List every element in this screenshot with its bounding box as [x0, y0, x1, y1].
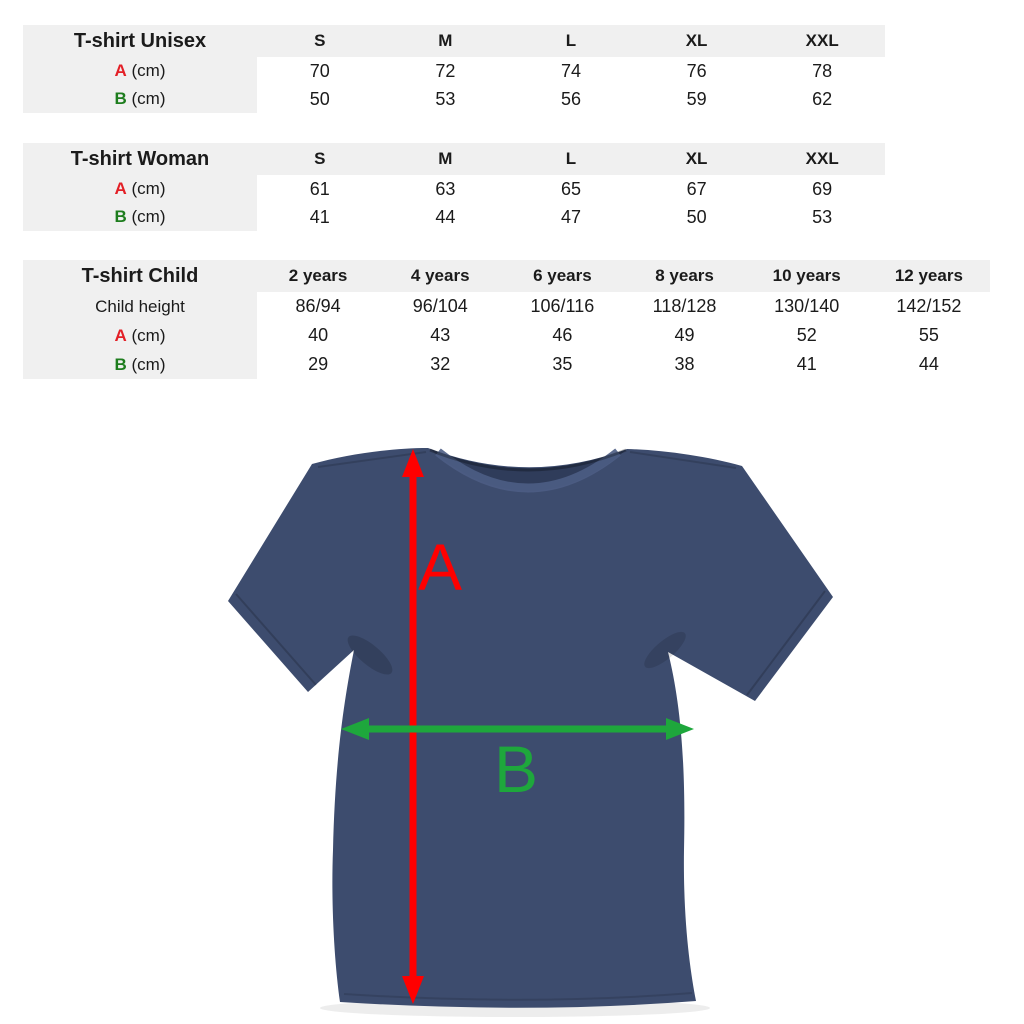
table-title: T-shirt Child	[23, 260, 257, 292]
size-value-cell: 53	[382, 85, 509, 113]
column-header: 8 years	[623, 260, 746, 292]
size-value-cell: 50	[633, 203, 760, 231]
column-header: 2 years	[257, 260, 380, 292]
row-label: B (cm)	[23, 203, 257, 231]
table-header-row: T-shirt Unisex S M L XL XXL	[23, 25, 885, 57]
column-header: L	[508, 25, 634, 57]
size-value-cell: 70	[257, 57, 383, 85]
size-value-cell: 46	[501, 321, 624, 350]
left-armpit-shadow	[347, 635, 393, 675]
column-header: XL	[633, 143, 760, 175]
measure-letter-b: B	[114, 207, 127, 226]
table-header-row: T-shirt Woman S M L XL XXL	[23, 143, 885, 175]
size-value-cell: 59	[633, 85, 760, 113]
row-label: A (cm)	[23, 57, 257, 85]
size-value-cell: 43	[379, 321, 502, 350]
size-value-cell: 50	[257, 85, 383, 113]
child-size-table: T-shirt Child 2 years 4 years 6 years 8 year…	[23, 260, 990, 379]
right-shoulder-seam	[629, 451, 737, 469]
size-value-cell: 69	[759, 175, 885, 203]
table-row: B (cm) 50 53 56 59 62	[23, 85, 885, 113]
column-header: S	[257, 143, 383, 175]
size-value-cell: 63	[382, 175, 509, 203]
size-value-cell: 44	[382, 203, 509, 231]
table-row: A (cm) 40 43 46 49 52 55	[23, 321, 990, 350]
measure-letter-a: A	[114, 61, 127, 80]
column-header: 4 years	[379, 260, 502, 292]
size-value-cell: 62	[759, 85, 885, 113]
size-value-cell: 41	[745, 350, 868, 379]
size-value-cell: 49	[623, 321, 746, 350]
size-value-cell: 44	[867, 350, 990, 379]
size-value-cell: 96/104	[379, 292, 502, 321]
column-header: M	[382, 143, 509, 175]
table-row: A (cm) 61 63 65 67 69	[23, 175, 885, 203]
size-value-cell: 76	[633, 57, 760, 85]
measure-letter-a: A	[114, 179, 127, 198]
collar-shadow-line	[429, 448, 627, 472]
row-label: B (cm)	[23, 85, 257, 113]
unisex-size-table: T-shirt Unisex S M L XL XXL A (cm) 70 72 74 76 78 B …	[23, 25, 885, 113]
size-value-cell: 56	[508, 85, 634, 113]
size-value-cell: 29	[257, 350, 380, 379]
column-header: 10 years	[745, 260, 868, 292]
woman-size-table: T-shirt Woman S M L XL XXL A (cm) 61 63 65 67 69 B (…	[23, 143, 885, 231]
size-value-cell: 65	[508, 175, 634, 203]
table-header-row: T-shirt Child 2 years 4 years 6 years 8 year…	[23, 260, 990, 292]
table-title: T-shirt Woman	[23, 143, 257, 175]
measure-letter-a: A	[114, 325, 127, 345]
hem-seam	[343, 992, 693, 1001]
column-header: XL	[633, 25, 760, 57]
width-measure-label: B	[494, 732, 539, 806]
left-cuff-seam	[235, 593, 317, 686]
collar-band	[435, 448, 621, 493]
size-value-cell: 142/152	[867, 292, 990, 321]
size-value-cell: 67	[633, 175, 760, 203]
size-value-cell: 74	[508, 57, 634, 85]
table-row: Child height 86/94 96/104 106/116 118/128 130…	[23, 292, 990, 321]
size-value-cell: 130/140	[745, 292, 868, 321]
column-header: S	[257, 25, 383, 57]
height-measure-label: A	[418, 530, 463, 604]
row-label: B (cm)	[23, 350, 257, 379]
size-value-cell: 41	[257, 203, 383, 231]
column-header: M	[382, 25, 509, 57]
size-value-cell: 40	[257, 321, 380, 350]
size-value-cell: 86/94	[257, 292, 380, 321]
column-header: XXL	[759, 25, 885, 57]
row-label: A (cm)	[23, 321, 257, 350]
size-value-cell: 47	[508, 203, 634, 231]
column-header: L	[508, 143, 634, 175]
size-value-cell: 78	[759, 57, 885, 85]
right-armpit-shadow	[644, 631, 686, 669]
size-value-cell: 106/116	[501, 292, 624, 321]
width-arrow	[341, 718, 694, 740]
size-value-cell: 52	[745, 321, 868, 350]
size-value-cell: 61	[257, 175, 383, 203]
measure-letter-b: B	[114, 354, 127, 374]
left-shoulder-seam	[317, 451, 427, 468]
size-value-cell: 32	[379, 350, 502, 379]
table-title: T-shirt Unisex	[23, 25, 257, 57]
size-value-cell: 35	[501, 350, 624, 379]
column-header: XXL	[759, 143, 885, 175]
table-row: B (cm) 29 32 35 38 41 44	[23, 350, 990, 379]
table-row: A (cm) 70 72 74 76 78	[23, 57, 885, 85]
table-row: B (cm) 41 44 47 50 53	[23, 203, 885, 231]
size-value-cell: 72	[382, 57, 509, 85]
row-label: A (cm)	[23, 175, 257, 203]
right-cuff-seam	[746, 590, 826, 696]
measure-letter-b: B	[114, 89, 127, 108]
size-value-cell: 38	[623, 350, 746, 379]
size-value-cell: 55	[867, 321, 990, 350]
column-header: 6 years	[501, 260, 624, 292]
size-value-cell: 118/128	[623, 292, 746, 321]
size-value-cell: 53	[759, 203, 885, 231]
row-label: Child height	[23, 292, 257, 321]
column-header: 12 years	[867, 260, 990, 292]
